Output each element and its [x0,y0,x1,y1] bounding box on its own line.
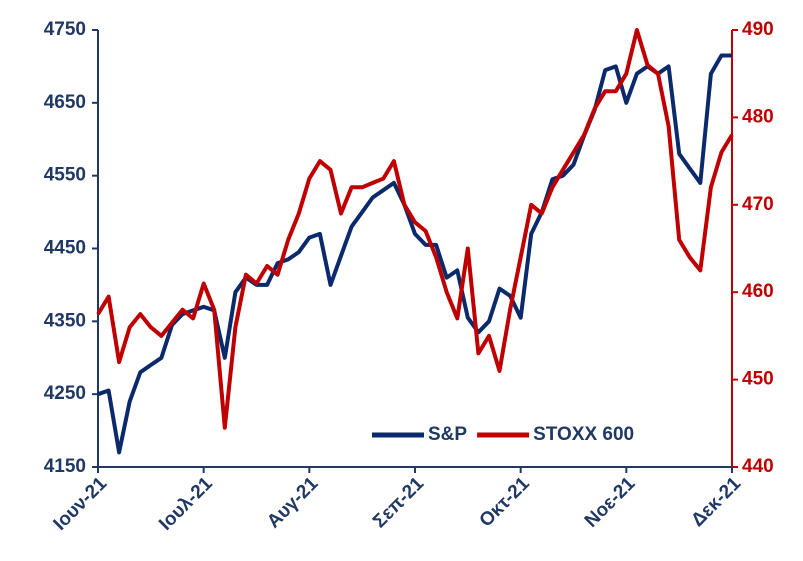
y2-tick-label: 490 [742,19,774,40]
x-tick-label: Οκτ-21 [476,473,535,532]
y2-tick-label: 470 [742,194,774,215]
x-tick-label: Σεπ-21 [369,473,428,532]
y2-tick-label: 480 [742,106,774,127]
y-tick-label: 4250 [44,383,86,404]
y2-tick-label: 450 [742,369,774,390]
y-tick-label: 4150 [44,456,86,477]
x-tick-label: Νοε-21 [581,473,640,532]
y-tick-label: 4450 [44,238,86,259]
x-tick-label: Ιουν-21 [50,473,112,535]
y2-tick-label: 460 [742,281,774,302]
y2-tick-label: 440 [742,456,774,477]
legend-label: S&P [428,424,467,445]
y-tick-label: 4750 [44,19,86,40]
series-line [96,28,734,430]
y-tick-label: 4650 [44,92,86,113]
y-tick-label: 4550 [44,165,86,186]
x-tick-label: Δεκ-21 [687,473,745,531]
x-tick-label: Αυγ-21 [263,473,323,533]
x-tick-label: Ιουλ-21 [155,473,217,535]
y-tick-label: 4350 [44,310,86,331]
legend-label: STOXX 600 [533,424,634,445]
series-line [97,53,732,455]
